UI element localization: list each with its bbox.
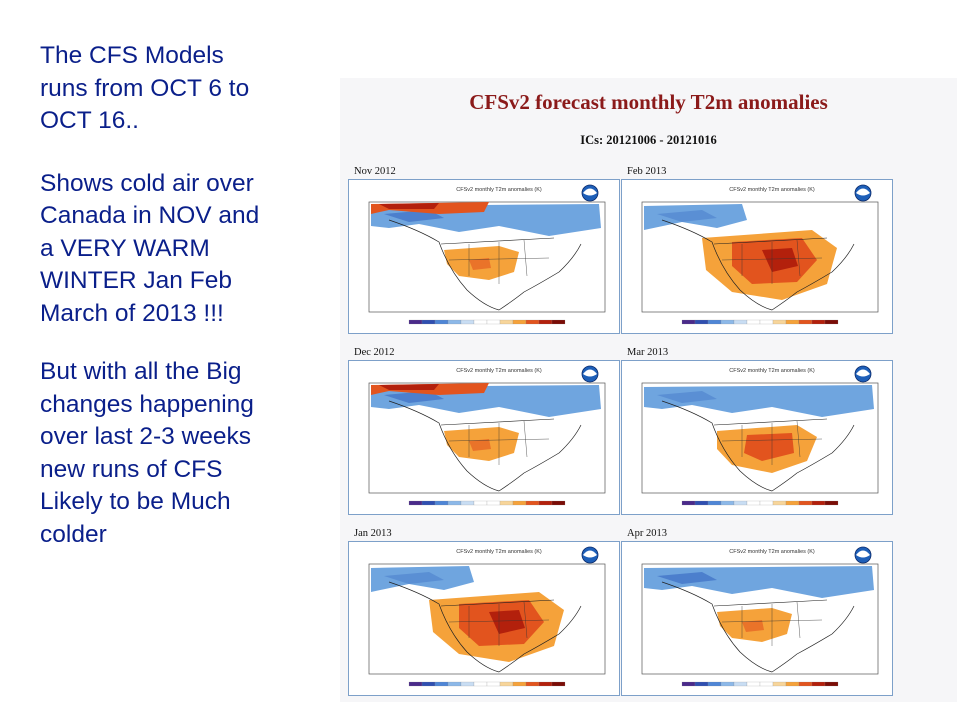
forecast-panel: Feb 2013 CFSv2 monthly T2m anomalies (K) (621, 166, 893, 334)
inner-plot-title: CFSv2 monthly T2m anomalies (K) (456, 187, 542, 193)
caveat-paragraph: But with all the Big changes happening o… (40, 358, 254, 548)
panel-month-label: Jan 2013 (354, 528, 392, 539)
figure-subtitle: ICs: 20121006 - 20121016 (580, 133, 717, 147)
inner-plot-title: CFSv2 monthly T2m anomalies (K) (729, 187, 815, 193)
forecast-panel: Jan 2013 CFSv2 monthly T2m anomalies (K) (348, 528, 620, 696)
cfs-forecast-figure: CFSv2 forecast monthly T2m anomalies ICs… (340, 78, 957, 702)
forecast-panel: Mar 2013 CFSv2 monthly T2m anomalies (K) (621, 347, 893, 515)
inner-plot-title: CFSv2 monthly T2m anomalies (K) (729, 368, 815, 374)
panel-month-label: Dec 2012 (354, 347, 395, 358)
color-scale-bar (681, 500, 839, 506)
map-frame: CFSv2 monthly T2m anomalies (K) (348, 360, 620, 515)
forecast-panel: Apr 2013 CFSv2 monthly T2m anomalies (K) (621, 528, 893, 696)
anomaly-map: CFSv2 monthly T2m anomalies (K) (641, 365, 879, 506)
color-scale-bar (408, 319, 566, 325)
anomaly-map: CFSv2 monthly T2m anomalies (K) (368, 365, 606, 506)
panel-month-label: Apr 2013 (627, 528, 667, 539)
inner-plot-title: CFSv2 monthly T2m anomalies (K) (729, 549, 815, 555)
anomaly-map: CFSv2 monthly T2m anomalies (K) (641, 184, 879, 325)
inner-plot-title: CFSv2 monthly T2m anomalies (K) (456, 549, 542, 555)
forecast-panel: Dec 2012 CFSv2 monthly T2m anomalies (K) (348, 347, 620, 515)
panel-month-label: Nov 2012 (354, 166, 396, 177)
commentary-column: The CFS Models runs from OCT 6 to OCT 16… (40, 40, 340, 577)
color-scale-bar (681, 681, 839, 687)
panel-month-label: Mar 2013 (627, 347, 669, 358)
map-frame: CFSv2 monthly T2m anomalies (K) (621, 541, 893, 696)
figure-title: CFSv2 forecast monthly T2m anomalies (469, 90, 828, 114)
inner-plot-title: CFSv2 monthly T2m anomalies (K) (456, 368, 542, 374)
map-frame: CFSv2 monthly T2m anomalies (K) (621, 360, 893, 515)
anomaly-map: CFSv2 monthly T2m anomalies (K) (368, 546, 606, 687)
map-frame: CFSv2 monthly T2m anomalies (K) (348, 179, 620, 334)
color-scale-bar (408, 500, 566, 506)
color-scale-bar (681, 319, 839, 325)
intro-paragraph: The CFS Models runs from OCT 6 to OCT 16… (40, 42, 250, 134)
anomaly-map: CFSv2 monthly T2m anomalies (K) (641, 546, 879, 687)
color-scale-bar (408, 681, 566, 687)
anomaly-map: CFSv2 monthly T2m anomalies (K) (368, 184, 606, 325)
forecast-panel: Nov 2012 CFSv2 monthly T2m anomalies (K) (348, 166, 620, 334)
forecast-paragraph: Shows cold air over Canada in NOV and a … (40, 169, 260, 327)
panel-month-label: Feb 2013 (627, 166, 667, 177)
map-frame: CFSv2 monthly T2m anomalies (K) (621, 179, 893, 334)
map-frame: CFSv2 monthly T2m anomalies (K) (348, 541, 620, 696)
